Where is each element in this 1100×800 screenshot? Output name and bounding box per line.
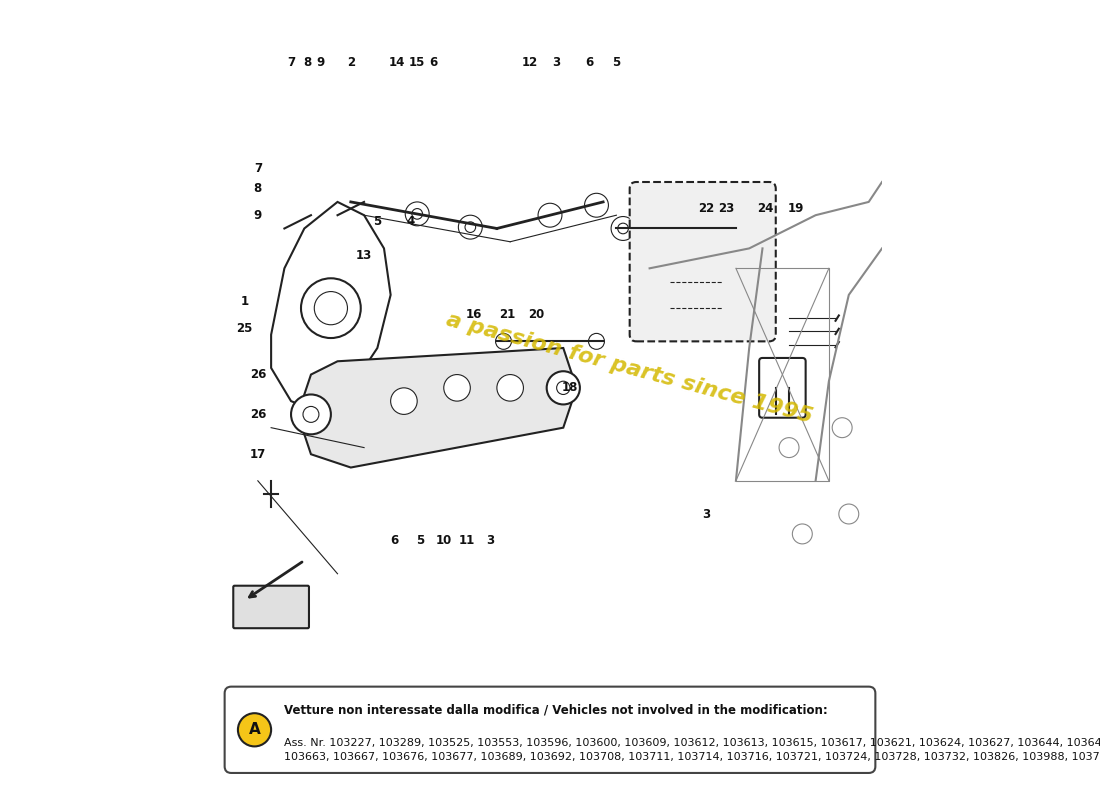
Text: 24: 24 — [758, 202, 774, 215]
Text: 2: 2 — [346, 56, 355, 69]
Text: 10: 10 — [436, 534, 452, 547]
Circle shape — [538, 203, 562, 227]
Text: 21: 21 — [498, 308, 515, 322]
Text: 3: 3 — [702, 507, 711, 521]
Circle shape — [292, 394, 331, 434]
Text: 15: 15 — [409, 56, 426, 69]
Text: 6: 6 — [585, 56, 594, 69]
Circle shape — [496, 334, 512, 350]
Circle shape — [588, 334, 604, 350]
Text: 5: 5 — [417, 534, 425, 547]
Text: A: A — [249, 722, 261, 738]
Circle shape — [612, 217, 635, 241]
Text: 8: 8 — [254, 182, 262, 195]
Text: 8: 8 — [304, 56, 311, 69]
Circle shape — [735, 219, 754, 238]
Text: 16: 16 — [465, 308, 482, 322]
Text: 9: 9 — [317, 56, 324, 69]
Text: 12: 12 — [522, 56, 538, 69]
Circle shape — [497, 374, 524, 401]
Text: 11: 11 — [459, 534, 475, 547]
Text: 5: 5 — [613, 56, 620, 69]
Text: 3: 3 — [552, 56, 561, 69]
FancyBboxPatch shape — [224, 686, 876, 773]
Text: 22: 22 — [697, 202, 714, 215]
Text: 19: 19 — [788, 202, 804, 215]
Text: 3: 3 — [486, 534, 494, 547]
Circle shape — [717, 217, 741, 241]
Text: 25: 25 — [236, 322, 253, 334]
FancyBboxPatch shape — [629, 182, 776, 342]
Text: 20: 20 — [529, 308, 544, 322]
Text: 18: 18 — [562, 382, 579, 394]
Text: 13: 13 — [356, 249, 372, 262]
Polygon shape — [298, 348, 576, 467]
Text: 9: 9 — [254, 209, 262, 222]
Text: 5: 5 — [373, 215, 382, 228]
Circle shape — [584, 194, 608, 217]
Text: 7: 7 — [254, 162, 262, 175]
Circle shape — [547, 371, 580, 405]
Text: 17: 17 — [250, 448, 266, 461]
Text: 7: 7 — [287, 56, 295, 69]
Circle shape — [238, 714, 271, 746]
Text: 26: 26 — [250, 408, 266, 421]
Text: Ass. Nr. 103227, 103289, 103525, 103553, 103596, 103600, 103609, 103612, 103613,: Ass. Nr. 103227, 103289, 103525, 103553,… — [285, 738, 1100, 762]
Circle shape — [749, 219, 768, 238]
Circle shape — [390, 388, 417, 414]
Text: 14: 14 — [389, 56, 406, 69]
Text: a passion for parts since 1995: a passion for parts since 1995 — [444, 310, 815, 426]
Circle shape — [459, 215, 482, 239]
Text: 1: 1 — [241, 295, 249, 308]
Circle shape — [405, 202, 429, 226]
Circle shape — [720, 219, 738, 238]
Text: 4: 4 — [406, 215, 415, 228]
Text: 6: 6 — [430, 56, 438, 69]
FancyBboxPatch shape — [759, 358, 805, 418]
FancyBboxPatch shape — [233, 586, 309, 628]
Text: Vetture non interessate dalla modifica / Vehicles not involved in the modificati: Vetture non interessate dalla modifica /… — [285, 703, 828, 716]
Text: 6: 6 — [389, 534, 398, 547]
Text: 26: 26 — [250, 368, 266, 381]
Circle shape — [443, 374, 471, 401]
Text: 23: 23 — [718, 202, 734, 215]
